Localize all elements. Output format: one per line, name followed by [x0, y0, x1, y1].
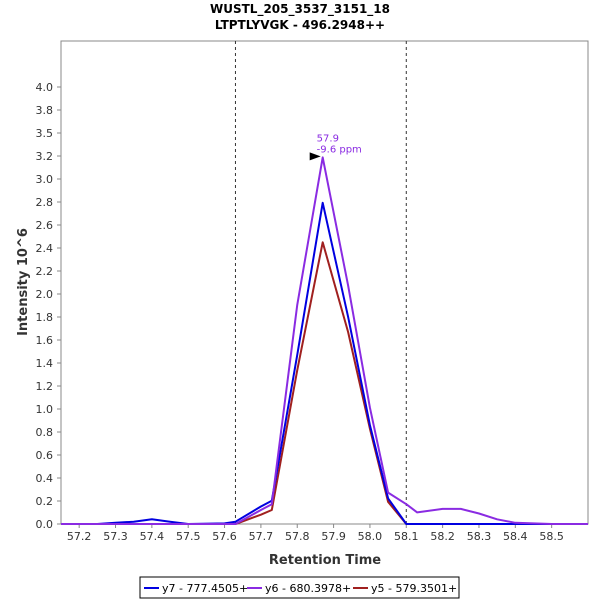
legend-label: y6 - 680.3978+: [265, 582, 351, 595]
x-axis-ticks: 57.2 57.3 57.4 57.5 57.6 57.7 57.8 57.9 58.0 58.1…: [67, 524, 564, 543]
plot-area: [60, 40, 589, 525]
y-tick-label: 0.0: [36, 518, 54, 531]
x-tick-label: 58.5: [539, 530, 564, 543]
y-tick-label: 0.8: [36, 426, 54, 439]
legend-box: [139, 576, 460, 599]
x-tick-label: 58.3: [467, 530, 492, 543]
y-axis-ticks: 0.0 0.2 0.4 0.6 0.8 1.0 1.2 1.4 1.6 1.8 2.0 2.2 2.4 2…: [36, 81, 61, 531]
y-tick-label: 0.4: [36, 472, 54, 485]
y-tick-label: 2.8: [36, 196, 54, 209]
y-tick-label: 1.8: [36, 311, 54, 324]
x-tick-label: 57.3: [103, 530, 128, 543]
x-tick-label: 57.9: [321, 530, 346, 543]
peak-annotation: 57.9 -9.6 ppm: [309, 133, 362, 161]
y-tick-label: 1.0: [36, 403, 54, 416]
y-tick-label: 1.2: [36, 380, 54, 393]
peak-annotation-rt: 57.9: [317, 133, 339, 144]
legend-label: y5 - 579.3501+: [371, 582, 457, 595]
x-tick-label: 58.4: [503, 530, 528, 543]
y-tick-label: 4.0: [36, 81, 54, 94]
series-line-y6: [61, 156, 588, 525]
peak-annotation-arrow: [309, 152, 321, 161]
x-tick-label: 58.2: [430, 530, 455, 543]
x-tick-label: 57.7: [249, 530, 274, 543]
x-tick-label: 57.2: [67, 530, 92, 543]
x-tick-label: 57.6: [212, 530, 237, 543]
y-tick-label: 2.0: [36, 288, 54, 301]
x-tick-label: 58.1: [394, 530, 419, 543]
y-tick-label: 3.5: [36, 127, 54, 140]
chart-subtitle: LTPTLYVGK - 496.2948++: [215, 18, 385, 32]
chart-title: WUSTL_205_3537_3151_18: [210, 2, 390, 17]
y-tick-label: 0.2: [36, 495, 54, 508]
series-line-y5: [61, 241, 588, 525]
legend: y7 - 777.4505+ y6 - 680.3978+ y5 - 579.350…: [139, 576, 460, 599]
x-axis-label: Retention Time: [269, 553, 381, 568]
peak-boundaries: [234, 41, 407, 524]
y-tick-label: 3.8: [36, 104, 54, 117]
y-tick-label: 3.0: [36, 173, 54, 186]
y-tick-label: 1.4: [36, 357, 54, 370]
y-axis-label: Intensity 10^6: [16, 228, 31, 336]
series-layer: [61, 156, 588, 525]
y-tick-label: 3.2: [36, 150, 54, 163]
y-tick-label: 1.6: [36, 334, 54, 347]
x-tick-label: 58.0: [358, 530, 383, 543]
x-tick-label: 57.5: [176, 530, 201, 543]
y-tick-label: 0.6: [36, 449, 54, 462]
peak-annotation-ppm: -9.6 ppm: [317, 144, 362, 155]
y-tick-label: 2.4: [36, 242, 54, 255]
series-line-y7: [61, 201, 588, 525]
x-tick-label: 57.4: [140, 530, 165, 543]
x-tick-label: 57.8: [285, 530, 310, 543]
y-tick-label: 2.2: [36, 265, 54, 278]
legend-label: y7 - 777.4505+: [162, 582, 248, 595]
y-tick-label: 2.6: [36, 219, 54, 232]
